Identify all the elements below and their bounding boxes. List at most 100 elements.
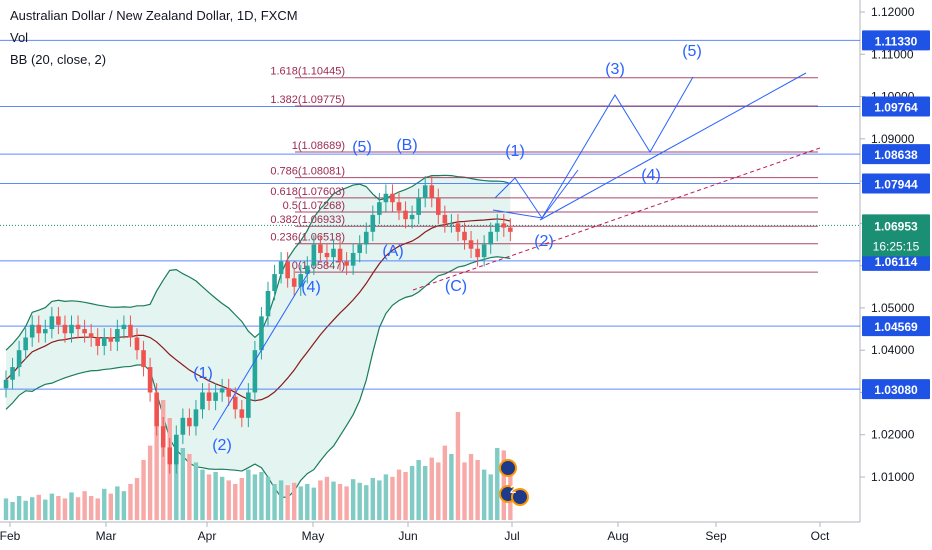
candle-body bbox=[259, 316, 264, 351]
candle-body bbox=[62, 324, 68, 334]
elliott-wave-projection: (1) (2) (4) (5) (B) (A) (C) (1) (2) (3) (4) (5) bbox=[193, 43, 821, 454]
volume-bar bbox=[43, 499, 48, 520]
price-level-tag-label: 1.08638 bbox=[874, 148, 918, 162]
time-tick-label: Jul bbox=[504, 529, 519, 543]
price-tick-label: 1.01000 bbox=[871, 470, 915, 484]
candle-body bbox=[429, 185, 435, 198]
bb-fill-area bbox=[6, 175, 511, 498]
volume-bar bbox=[318, 480, 323, 520]
price-level-tag bbox=[862, 96, 930, 117]
price-tick-label: 1.05000 bbox=[871, 301, 915, 315]
event-icons[interactable]: 2 bbox=[499, 459, 529, 506]
volume-bar bbox=[23, 500, 28, 520]
volume-bar bbox=[396, 469, 402, 520]
current-price-label: 1.06953 bbox=[874, 219, 918, 233]
candle-body bbox=[121, 324, 127, 330]
candle-body bbox=[488, 231, 493, 245]
candle-body bbox=[449, 223, 454, 225]
candle-body bbox=[403, 210, 408, 220]
volume-bar bbox=[259, 472, 264, 520]
candle-body bbox=[265, 291, 271, 317]
price-level-tag bbox=[862, 173, 930, 194]
volume-bar bbox=[10, 502, 15, 520]
volume-bar bbox=[3, 498, 9, 520]
volume-bar bbox=[449, 454, 454, 520]
candle-body bbox=[462, 231, 467, 241]
price-tick-label: 1.04000 bbox=[871, 343, 915, 357]
fib-level-label: 0.236(1.06518) bbox=[270, 232, 345, 244]
candle-body bbox=[455, 223, 461, 232]
price-level-tag bbox=[862, 316, 930, 337]
volume-bar bbox=[305, 484, 310, 520]
volume-bar bbox=[311, 487, 317, 520]
volume-bar bbox=[82, 491, 87, 520]
price-tick-label: 1.02000 bbox=[871, 428, 915, 442]
volume-bar bbox=[403, 472, 408, 520]
candle-body bbox=[409, 214, 415, 220]
price-level-tag bbox=[862, 30, 930, 51]
volume-bar bbox=[226, 480, 231, 520]
volume-bar bbox=[115, 486, 120, 520]
bollinger-bands bbox=[5, 174, 511, 498]
price-level-tag-label: 1.11330 bbox=[875, 34, 918, 48]
channel-line-upper bbox=[539, 72, 807, 221]
volume-bar bbox=[324, 476, 330, 520]
price-level-tag-label: 1.04569 bbox=[874, 320, 918, 334]
volume-bar bbox=[331, 481, 336, 520]
volume-bar bbox=[200, 469, 205, 520]
time-tick-label: Mar bbox=[96, 529, 117, 543]
time-tick-label: Feb bbox=[0, 529, 21, 543]
volume-indicator-label[interactable]: Vol bbox=[10, 30, 29, 45]
candle-body bbox=[494, 223, 500, 232]
volume-bar bbox=[36, 494, 41, 520]
price-level-tag-label: 1.07944 bbox=[874, 177, 918, 191]
candle-body bbox=[324, 252, 330, 258]
volume-bar bbox=[488, 474, 493, 520]
candle-body bbox=[416, 198, 421, 215]
wave-label: (3) bbox=[605, 61, 625, 78]
volume-bar bbox=[481, 469, 487, 520]
candle-body bbox=[134, 337, 140, 351]
candle-body bbox=[337, 248, 343, 262]
fib-level-label: 0.382(1.06933) bbox=[270, 214, 345, 226]
volume-bar bbox=[233, 484, 238, 520]
time-tick-label: Jun bbox=[398, 529, 417, 543]
wave-label: (2) bbox=[212, 437, 232, 454]
volume-bar bbox=[30, 497, 35, 520]
fib-level-label: 1(1.08689) bbox=[292, 140, 345, 152]
volume-bar bbox=[239, 478, 244, 520]
candle-body bbox=[285, 261, 290, 279]
candle-body bbox=[350, 252, 356, 266]
candle-body bbox=[436, 198, 441, 215]
volume-bar bbox=[436, 462, 441, 520]
candle-body bbox=[422, 185, 428, 198]
candle-body bbox=[501, 223, 507, 228]
volume-bar bbox=[75, 497, 81, 520]
time-tick-label: Sep bbox=[705, 529, 727, 543]
time-tick-label: Aug bbox=[607, 529, 628, 543]
candle-body bbox=[377, 202, 382, 215]
candle-body bbox=[3, 379, 9, 389]
price-tags: 1.11330 1.09764 1.08638 1.07944 1.06114 1.045… bbox=[862, 30, 930, 400]
bb-indicator-label[interactable]: BB (20, close, 2) bbox=[10, 52, 107, 67]
bar-countdown-label: 16:25:15 bbox=[873, 239, 920, 253]
candles bbox=[3, 176, 513, 474]
candle-body bbox=[128, 324, 133, 338]
candle-body bbox=[29, 324, 35, 338]
volume-bar bbox=[501, 450, 506, 520]
price-level-tag bbox=[862, 144, 930, 165]
wave-label: (B) bbox=[396, 137, 417, 154]
volume-bar bbox=[88, 496, 94, 520]
volume-bar bbox=[154, 424, 159, 520]
flag-icon-inner bbox=[501, 461, 515, 475]
candle-body bbox=[370, 214, 376, 232]
candle-body bbox=[101, 337, 107, 346]
volume-bar bbox=[370, 478, 375, 520]
price-level-tag-label: 1.03080 bbox=[874, 383, 918, 397]
candle-body bbox=[49, 316, 55, 330]
candle-body bbox=[200, 392, 205, 410]
volume-bar bbox=[206, 474, 212, 520]
price-tick-label: 1.12000 bbox=[871, 5, 915, 19]
